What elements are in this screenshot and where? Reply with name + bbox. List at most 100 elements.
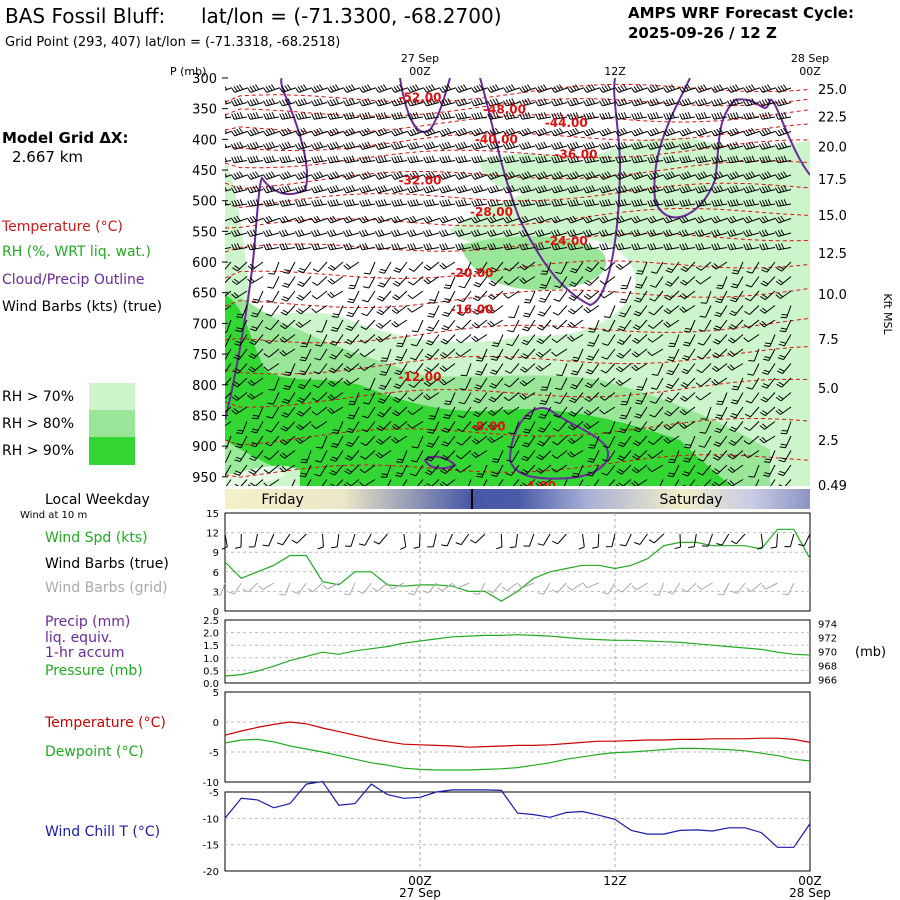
wind-barb bbox=[680, 276, 696, 286]
wind-barb bbox=[278, 127, 296, 137]
wind-barb bbox=[615, 377, 632, 386]
wind-barb bbox=[295, 112, 312, 120]
wind-barb bbox=[552, 533, 567, 545]
wind-barb bbox=[662, 84, 680, 93]
wind-barb bbox=[376, 421, 392, 432]
wind-barb bbox=[583, 155, 600, 164]
wind-barb bbox=[392, 276, 408, 287]
wind-barb bbox=[668, 334, 680, 348]
wind-barb bbox=[280, 435, 296, 446]
wind-barb bbox=[726, 98, 744, 107]
y-tick-label: 5 bbox=[213, 688, 219, 699]
wind-barb bbox=[778, 450, 792, 463]
wind-barb bbox=[471, 112, 488, 120]
wind-barb bbox=[408, 582, 421, 596]
wind-barb bbox=[406, 185, 424, 194]
wind-barb bbox=[483, 479, 488, 486]
wind-barb bbox=[326, 171, 344, 180]
y-tick-label: 12 bbox=[206, 529, 219, 540]
wind-barb bbox=[459, 261, 472, 275]
wind-barb bbox=[585, 363, 600, 375]
wind-barb bbox=[263, 363, 280, 372]
wind-barb bbox=[506, 450, 520, 463]
wind-barb bbox=[311, 305, 328, 314]
wind-barb bbox=[231, 290, 248, 299]
wind-barb bbox=[231, 392, 248, 401]
wind-barb bbox=[487, 243, 504, 251]
isotherm-label: -36.00 bbox=[555, 148, 598, 162]
wind-barb bbox=[487, 435, 504, 444]
wind-barb bbox=[247, 276, 264, 284]
wind-barb bbox=[540, 261, 552, 275]
wind-barb bbox=[413, 533, 421, 549]
rh-legend-swatch bbox=[89, 383, 135, 411]
wind-barb bbox=[230, 229, 248, 237]
wind-barb bbox=[390, 84, 408, 93]
wind-barb bbox=[298, 363, 312, 376]
wind-barb bbox=[294, 185, 312, 194]
wind-barb bbox=[551, 112, 568, 120]
wind-barb bbox=[538, 290, 552, 303]
wind-barb bbox=[647, 112, 664, 120]
wind-barb bbox=[646, 141, 664, 150]
wind-barb bbox=[487, 290, 504, 300]
wind-barb bbox=[634, 290, 648, 303]
wind-barb bbox=[439, 112, 456, 120]
wind-barb bbox=[504, 377, 520, 388]
wind-barb bbox=[507, 435, 520, 449]
wind-barb bbox=[605, 533, 616, 548]
wind-barbs-upper bbox=[225, 84, 792, 486]
wind-barb bbox=[311, 421, 328, 430]
wind-barb bbox=[426, 435, 440, 448]
wind-barb bbox=[665, 261, 680, 273]
panel-series-label: Temperature (°C) bbox=[44, 715, 166, 731]
wind-barb bbox=[442, 305, 456, 317]
wind-barb bbox=[699, 305, 712, 318]
wind-barb bbox=[727, 243, 744, 251]
wind-barb bbox=[374, 171, 392, 180]
wind-barb bbox=[228, 582, 242, 595]
wind-barb bbox=[358, 84, 376, 93]
wind-barb bbox=[696, 582, 713, 590]
wind-barb bbox=[438, 127, 456, 137]
panel-series-label: liq. equiv. bbox=[45, 630, 112, 646]
wind-barb bbox=[471, 450, 488, 459]
wind-barb bbox=[649, 392, 664, 404]
wind-barb bbox=[614, 127, 632, 137]
y-tick-label: 0.0 bbox=[203, 679, 219, 690]
wind-barb bbox=[247, 155, 264, 164]
wind-barb bbox=[502, 229, 520, 237]
wind-barb bbox=[310, 141, 328, 150]
wind-barb bbox=[646, 215, 664, 224]
top-date-label: 27 Sep bbox=[401, 52, 439, 65]
rh-legend-swatch bbox=[89, 410, 135, 438]
bottom-hour-label: 12Z bbox=[603, 874, 627, 888]
wind-barb bbox=[377, 392, 392, 404]
wind-barb bbox=[358, 141, 376, 150]
wind-barb bbox=[343, 363, 360, 373]
wind-barb bbox=[295, 199, 312, 207]
wind-barb bbox=[632, 334, 648, 344]
wind-barb bbox=[774, 141, 792, 150]
wind-barb bbox=[329, 450, 344, 462]
wind-barb bbox=[373, 533, 388, 545]
wind-barb bbox=[230, 141, 248, 150]
wind-barb bbox=[587, 450, 600, 463]
wind-barb bbox=[375, 155, 392, 164]
pressure-axis-title: P (mb) bbox=[170, 65, 206, 78]
wind-barb bbox=[743, 112, 760, 120]
wind-barb bbox=[679, 406, 696, 416]
wind-barb bbox=[471, 243, 488, 251]
wind-barb bbox=[731, 377, 744, 391]
wind-barb bbox=[775, 276, 792, 286]
wind-barb bbox=[278, 215, 296, 224]
wind-barb bbox=[712, 450, 728, 461]
wind-barb bbox=[683, 319, 696, 333]
top-hour-label: 12Z bbox=[604, 65, 626, 78]
wind-barb bbox=[439, 377, 456, 386]
wind-barb bbox=[326, 229, 344, 237]
wind-barb bbox=[440, 464, 456, 475]
wind-barb bbox=[599, 276, 616, 285]
wind-barb bbox=[614, 141, 632, 150]
